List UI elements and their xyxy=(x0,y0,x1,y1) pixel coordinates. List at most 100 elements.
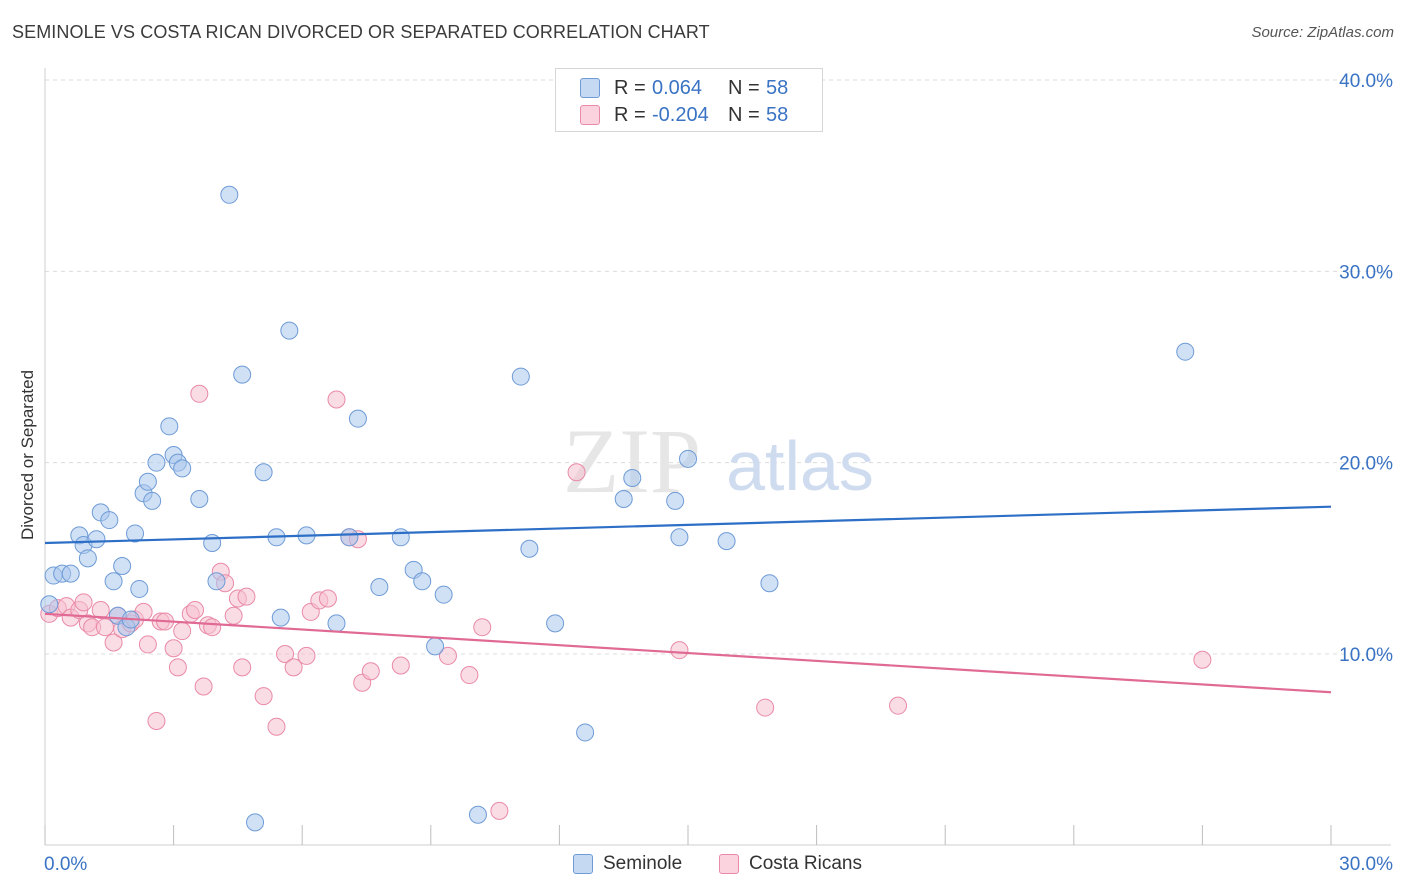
x-tick-label: 30.0% xyxy=(1339,854,1393,875)
costa-ricans-legend-swatch xyxy=(719,854,739,874)
costa-ricans-point xyxy=(318,589,337,608)
seminole-point xyxy=(126,524,145,543)
n-value: 58 xyxy=(766,103,789,126)
legend-row-seminole: R = 0.064 N = 58 xyxy=(580,75,788,101)
seminole-point xyxy=(666,491,685,510)
costa-ricans-point xyxy=(168,658,187,677)
costa-ricans-point xyxy=(438,646,457,665)
seminole-point xyxy=(327,614,346,633)
costa-ricans-point xyxy=(224,606,243,625)
tick-labels: 10.0% 20.0% 30.0% 40.0% 0.0% 30.0% xyxy=(44,71,1393,875)
seminole-trend-line xyxy=(44,505,1332,545)
seminole-point xyxy=(340,528,359,547)
costa-ricans-point xyxy=(391,656,410,675)
costa-ricans-point xyxy=(490,801,509,820)
y-tick-label: 20.0% xyxy=(1339,454,1393,475)
seminole-point xyxy=(207,572,226,591)
seminole-point xyxy=(246,813,265,832)
costa-ricans-point xyxy=(237,587,256,606)
seminole-legend-swatch xyxy=(573,854,593,874)
seminole-point xyxy=(679,449,697,468)
chart-title: SEMINOLE VS COSTA RICAN DIVORCED OR SEPA… xyxy=(12,22,710,42)
source-label: Source: ZipAtlas.com xyxy=(1251,24,1394,41)
costa-ricans-point xyxy=(104,633,123,652)
seminole-point xyxy=(138,472,157,491)
costa-ricans-point xyxy=(91,600,110,619)
seminole-point xyxy=(78,549,97,568)
seminole-point xyxy=(190,490,209,509)
axes xyxy=(44,68,1391,846)
costa-ricans-legend-label: Costa Ricans xyxy=(749,853,862,874)
seminole-point xyxy=(614,490,633,509)
seminole-point xyxy=(670,528,689,547)
seminole-point xyxy=(233,365,252,384)
seminole-point xyxy=(520,539,539,558)
seminole-point xyxy=(434,585,453,604)
costa-ricans-point xyxy=(889,696,908,715)
y-tick-label: 40.0% xyxy=(1339,71,1393,92)
seminole-point xyxy=(160,417,179,436)
seminole-point xyxy=(511,367,530,386)
seminole-point xyxy=(113,556,132,575)
seminole-point xyxy=(143,491,162,510)
seminole-point xyxy=(760,574,779,593)
seminole-point xyxy=(271,608,290,627)
seminole-point xyxy=(1176,342,1195,361)
bottom-legend-seminole: Seminole xyxy=(573,852,682,876)
costa-ricans-point xyxy=(276,645,295,663)
costa-ricans-point xyxy=(147,711,166,730)
costa-ricans-point xyxy=(233,658,252,677)
seminole-point xyxy=(576,723,595,742)
n-label: N = xyxy=(728,103,760,126)
costa-ricans-point xyxy=(327,390,346,409)
costa-ricans-point xyxy=(670,641,689,660)
costa-ricans-point xyxy=(173,622,192,641)
costa-ricans-point xyxy=(194,677,213,696)
costa-ricans-swatch xyxy=(580,105,600,125)
seminole-point xyxy=(280,321,299,340)
x-tick-label: 0.0% xyxy=(44,854,87,875)
costa-ricans-point xyxy=(267,717,286,736)
seminole-swatch xyxy=(580,78,600,98)
seminole-point xyxy=(468,805,487,824)
watermark-atlas: atlas xyxy=(726,427,874,505)
r-value: -0.204 xyxy=(652,103,709,126)
legend-row-costa-ricans: R = -0.204 N = 58 xyxy=(580,102,788,128)
r-label: R = xyxy=(614,76,646,99)
seminole-point xyxy=(623,468,642,487)
costa-ricans-point xyxy=(164,639,183,658)
seminole-point xyxy=(40,595,59,614)
y-tick-label: 10.0% xyxy=(1339,645,1393,666)
seminole-point xyxy=(370,578,389,597)
costa-ricans-point xyxy=(460,666,479,685)
seminole-point xyxy=(391,528,410,547)
costa-ricans-trend-line xyxy=(44,612,1332,694)
seminole-point xyxy=(546,614,565,633)
trend-lines xyxy=(44,505,1332,694)
costa-ricans-point xyxy=(297,646,316,665)
seminole-point xyxy=(100,511,119,530)
costa-ricans-point xyxy=(203,618,222,637)
seminole-point xyxy=(147,453,166,472)
costa-ricans-point xyxy=(254,687,273,706)
costa-ricans-point xyxy=(1193,650,1212,669)
r-value: 0.064 xyxy=(652,76,703,99)
costa-ricans-point xyxy=(74,593,93,612)
bottom-legend-costa-ricans: Costa Ricans xyxy=(719,852,862,876)
costa-ricans-point xyxy=(186,600,205,619)
seminole-point xyxy=(426,637,445,656)
seminole-point xyxy=(717,532,736,551)
seminole-point xyxy=(173,459,192,478)
costa-ricans-point xyxy=(138,635,157,654)
costa-ricans-points xyxy=(40,384,1212,820)
costa-ricans-point xyxy=(190,384,209,403)
n-value: 58 xyxy=(766,76,789,99)
seminole-point xyxy=(61,564,80,583)
watermark: ZIP atlas xyxy=(563,410,874,512)
seminole-point xyxy=(413,572,432,591)
correlation-legend: R = 0.064 N = 58 R = -0.204 N = 58 xyxy=(555,68,823,132)
n-label: N = xyxy=(728,76,760,99)
seminole-point xyxy=(220,185,239,204)
seminole-point xyxy=(87,530,106,549)
